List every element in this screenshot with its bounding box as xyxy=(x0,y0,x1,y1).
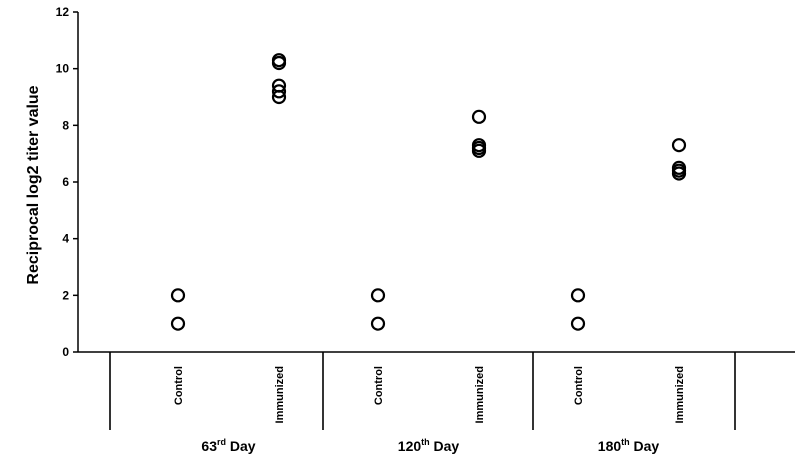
y-tick-labels: 0 2 4 6 8 10 12 xyxy=(56,5,70,359)
data-point xyxy=(671,138,687,153)
y-tick-label: 8 xyxy=(62,118,69,132)
group-label: 63rd Day xyxy=(201,437,255,454)
data-point xyxy=(271,55,287,71)
category-label: Immunized xyxy=(274,366,286,423)
y-tick-label: 4 xyxy=(62,232,69,246)
category-label: Control xyxy=(173,366,185,405)
data-point xyxy=(170,288,186,303)
group-labels: 63rd Day 120th Day 180th Day xyxy=(201,437,659,454)
category-label: Immunized xyxy=(474,366,486,423)
data-point xyxy=(271,84,287,99)
data-point xyxy=(570,316,586,331)
data-point xyxy=(471,109,487,124)
data-point xyxy=(370,288,386,303)
data-point xyxy=(471,143,487,158)
data-point xyxy=(570,288,586,303)
group-label: 120th Day xyxy=(398,437,460,454)
y-tick-label: 2 xyxy=(62,288,69,302)
category-labels: Control Immunized Control Immunized Control I… xyxy=(173,366,686,423)
y-tick-label: 6 xyxy=(62,175,69,189)
data-point xyxy=(370,316,386,331)
data-points xyxy=(170,53,687,331)
y-tick-label: 12 xyxy=(56,5,70,19)
data-point xyxy=(671,166,687,181)
y-axis-label: Reciprocal log2 titer value xyxy=(25,85,42,284)
data-point xyxy=(170,316,186,331)
group-separators xyxy=(109,352,736,430)
category-label: Control xyxy=(573,366,585,405)
category-label: Control xyxy=(373,366,385,405)
category-label: Immunized xyxy=(674,366,686,423)
y-tick-label: 0 xyxy=(62,345,69,359)
y-axis xyxy=(73,11,79,353)
data-point xyxy=(271,89,287,105)
y-tick-label: 10 xyxy=(56,62,70,76)
group-label: 180th Day xyxy=(598,437,660,454)
